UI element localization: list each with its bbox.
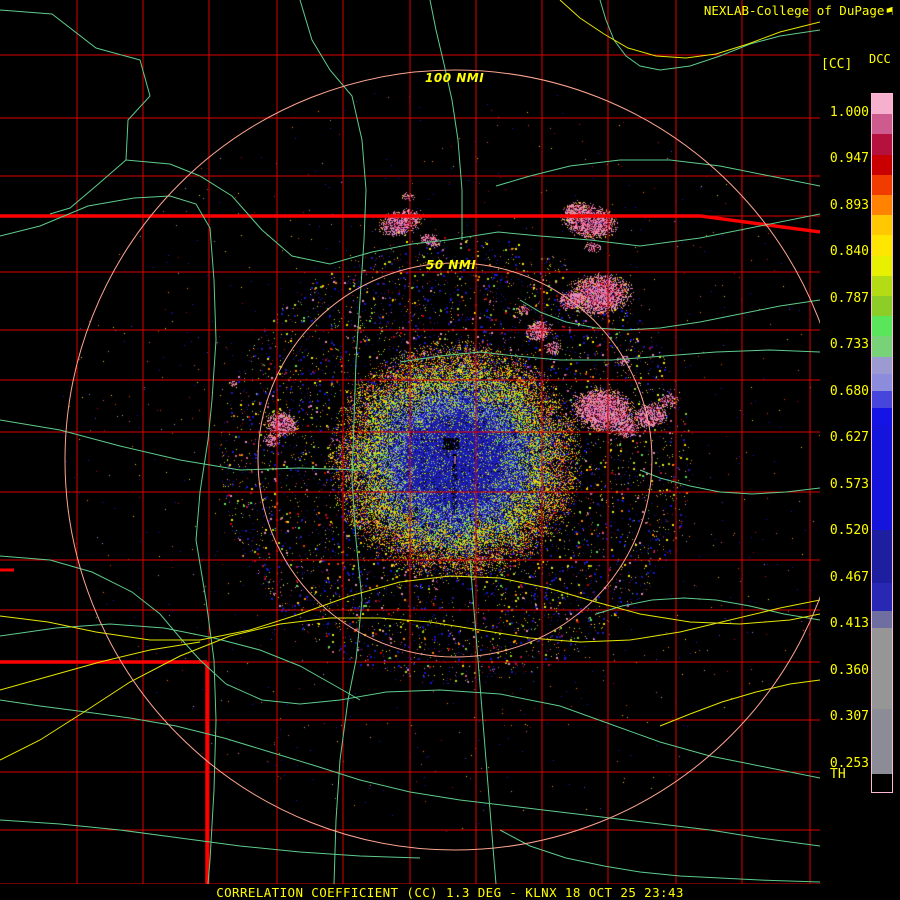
colorbar-segment (872, 628, 892, 710)
river-line (49, 159, 127, 215)
colorbar-segment (872, 296, 892, 317)
radar-map-panel[interactable]: 100 NMI 50 NMI (0, 0, 820, 884)
river-line (499, 829, 820, 883)
range-ring-100-nmi (64, 69, 820, 851)
state-boundary-north (0, 214, 820, 234)
highway-line (659, 679, 820, 727)
colorbar-segment (872, 134, 892, 155)
highway-line (559, 0, 820, 59)
brand-text: NEXLAB-College of DuPage (703, 3, 885, 18)
range-ring-label-100nmi: 100 NMI (425, 71, 485, 85)
colorbar-tick-label: 0.893 (829, 198, 869, 213)
colorbar-tick-label: 1.000 (829, 105, 869, 120)
river-line (599, 0, 820, 71)
river-line (495, 159, 820, 187)
colorbar-tick-label: 0.520 (829, 523, 869, 538)
river-line (519, 299, 820, 331)
colorbar-segment (872, 373, 892, 391)
river-line (0, 9, 820, 265)
colorbar-tick-label: 0.947 (829, 151, 869, 166)
colorbar-tick-label: 0.840 (829, 244, 869, 259)
colorbar-segment (872, 255, 892, 276)
river-line (0, 699, 820, 847)
colorbar-segment (872, 235, 892, 256)
highway-line (0, 575, 820, 641)
colorbar-segment (872, 582, 892, 612)
colorbar-threshold-label: TH (830, 767, 846, 782)
colorbar-tick-label: 0.360 (829, 663, 869, 678)
highway-line (0, 599, 820, 761)
colorbar-segment (872, 611, 892, 629)
colorbar-product-code: DCC (869, 52, 891, 66)
colorbar-segment (872, 94, 892, 115)
river-line (639, 469, 820, 495)
colorbar-tick-label: 0.680 (829, 384, 869, 399)
colorbar-tick-label: 0.787 (829, 291, 869, 306)
river-line (0, 555, 820, 779)
colorbar-tick-label: 0.733 (829, 337, 869, 352)
colorbar-segment (872, 174, 892, 196)
river-line (0, 195, 217, 884)
colorbar-segment (872, 773, 892, 792)
river-line (429, 0, 463, 240)
brand-watermark: NEXLAB-College of DuPage ⚑ (704, 3, 894, 18)
colorbar-segment (872, 530, 892, 583)
colorbar-panel: DCC [CC] 1.000 0.947 0.893 0.840 0.787 0.733 0… (820, 0, 900, 884)
colorbar-segment (872, 154, 892, 175)
river-line (399, 349, 820, 363)
colorbar-tick-labels: 1.000 0.947 0.893 0.840 0.787 0.733 0.680 0.627… (820, 0, 872, 884)
colorbar-tick-label: 0.413 (829, 616, 869, 631)
basemap-layer (0, 0, 820, 884)
river-line (0, 419, 361, 471)
colorbar-segment (872, 356, 892, 374)
colorbar-segment (872, 709, 892, 774)
colorbar-units-label: [CC] (821, 57, 853, 72)
colorbar-tick-label: 0.253 (829, 756, 869, 771)
river-line (0, 623, 361, 701)
highway-line (0, 641, 201, 691)
river-line (595, 597, 820, 621)
river-line (469, 559, 497, 884)
colorbar-segment (872, 408, 892, 426)
colorbar-segment (872, 336, 892, 357)
river-line (0, 819, 421, 859)
colorbar-segment (872, 390, 892, 409)
colorbar-segment (872, 195, 892, 216)
colorbar-segment (872, 215, 892, 236)
status-bar: CORRELATION COEFFICIENT (CC) 1.3 DEG - K… (0, 884, 900, 900)
colorbar-gradient[interactable] (871, 93, 893, 793)
river-line (299, 0, 367, 884)
colorbar-tick-label: 0.467 (829, 570, 869, 585)
colorbar-tick-label: 0.307 (829, 709, 869, 724)
colorbar-segment (872, 114, 892, 135)
colorbar-segment (872, 275, 892, 297)
colorbar-tick-label: 0.573 (829, 477, 869, 492)
colorbar-tick-label: 0.627 (829, 430, 869, 445)
range-ring-label-50nmi: 50 NMI (426, 258, 477, 272)
status-bar-text: CORRELATION COEFFICIENT (CC) 1.3 DEG - K… (216, 884, 684, 900)
colorbar-segment (872, 425, 892, 531)
range-ring-50-nmi (257, 262, 653, 658)
colorbar-segment (872, 316, 892, 337)
